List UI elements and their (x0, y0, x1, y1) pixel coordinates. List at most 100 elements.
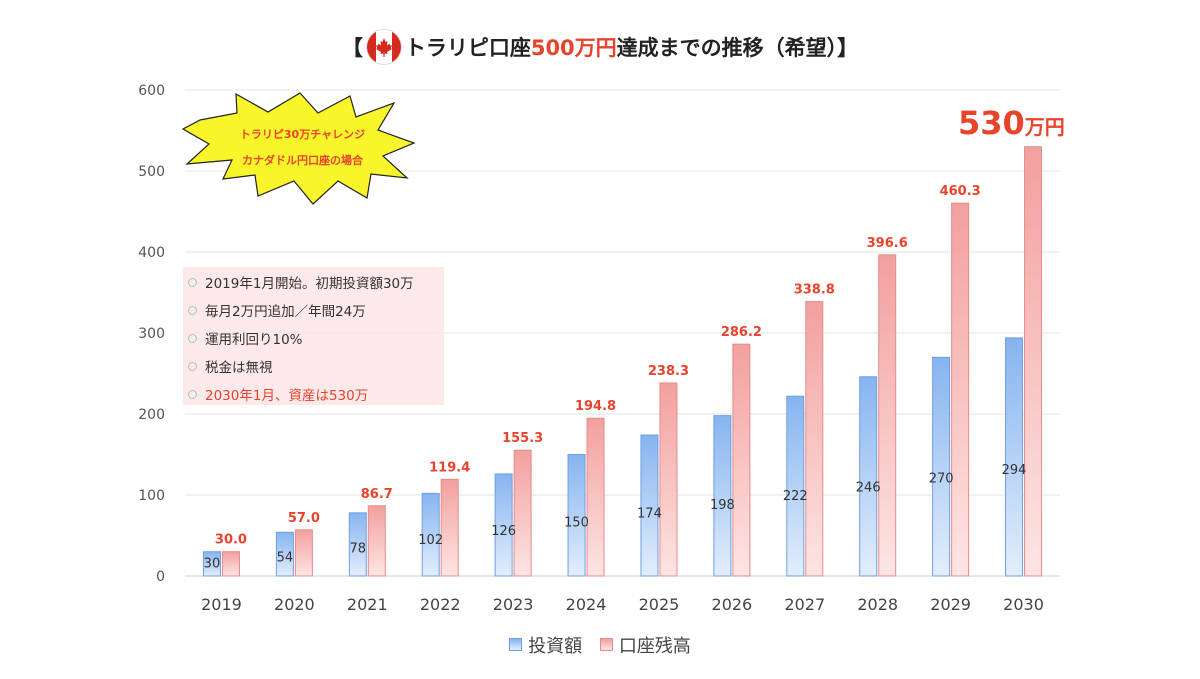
data-label-balance: 194.8 (575, 399, 616, 414)
legend-label-invest: 投資額 (528, 636, 583, 657)
data-label-balance: 30.0 (215, 533, 247, 548)
bar-balance (294, 529, 313, 577)
x-tick-label: 2020 (274, 595, 315, 614)
x-tick-label: 2024 (566, 595, 607, 614)
note-text: 税金は無視 (205, 360, 273, 376)
legend-label-balance: 口座残高 (618, 636, 691, 657)
chart-title: 【 トラリピ口座500万円達成までの推移（希望）】 (0, 30, 1200, 68)
x-tick-label: 2025 (639, 595, 680, 614)
data-label-balance: 57.0 (288, 511, 320, 526)
data-label-invest: 126 (491, 524, 516, 539)
bullet-icon (188, 362, 197, 371)
data-labels: 30 30.0 54 57.0 78 86.7 102 119.4 126 155.3 150 194… (204, 184, 1027, 572)
legend-item-invest: 投資額 (509, 636, 582, 657)
bar-balance (878, 254, 897, 577)
note-item: 毎月2万円追加／年間24万 (188, 300, 366, 320)
data-label-invest: 150 (564, 515, 589, 530)
x-tick-label: 2029 (930, 595, 971, 614)
data-label-balance: 460.3 (940, 184, 981, 199)
bar-balance (440, 478, 459, 577)
x-tick-label: 2027 (784, 595, 825, 614)
bar-invest (859, 376, 878, 577)
bullet-icon (188, 306, 197, 315)
bar-invest (202, 551, 221, 577)
final-callout-value: 530 (958, 104, 1025, 142)
data-label-balance: 238.3 (648, 364, 689, 379)
note-text: 運用利回り10% (205, 332, 303, 348)
bar-invest (786, 395, 805, 577)
x-tick-label: 2023 (493, 595, 534, 614)
chart-legend: 投資額 口座残高 (0, 632, 1200, 658)
y-tick-label: 500 (138, 164, 165, 180)
bars (202, 146, 1043, 577)
y-tick-label: 600 (138, 83, 165, 99)
note-text: 毎月2万円追加／年間24万 (205, 304, 366, 320)
data-label-balance: 119.4 (429, 460, 470, 475)
legend-item-balance: 口座残高 (599, 636, 691, 657)
title-highlight: 500万円 (530, 36, 617, 60)
data-label-invest: 30 (204, 557, 221, 572)
bar-balance (586, 417, 605, 577)
x-tick-label: 2028 (857, 595, 898, 614)
canada-flag-icon (366, 30, 401, 64)
bar-balance (367, 505, 386, 577)
x-tick-label: 2022 (420, 595, 461, 614)
y-axis-ticks: 0 100 200 300 400 500 600 (138, 83, 165, 585)
bar-invest (494, 473, 513, 577)
bar-balance (732, 343, 751, 577)
y-tick-label: 400 (138, 245, 165, 261)
title-bracket-open: 【 (341, 36, 363, 60)
x-tick-label: 2026 (712, 595, 753, 614)
bar-balance (1024, 146, 1043, 577)
title-bracket-close: 】 (837, 36, 859, 60)
bar-invest (421, 492, 440, 577)
y-tick-label: 300 (138, 326, 165, 342)
y-tick-label: 100 (138, 488, 165, 504)
note-item-highlight: 2030年1月、資産は530万 (188, 384, 368, 404)
notes-box (183, 267, 444, 405)
bullet-icon (188, 390, 197, 399)
bar-balance (221, 551, 240, 577)
data-label-balance: 396.6 (867, 236, 908, 251)
x-tick-label: 2021 (347, 595, 388, 614)
bar-invest (348, 512, 367, 577)
final-callout: 530万円 (958, 104, 1065, 142)
data-label-invest: 294 (1002, 463, 1027, 478)
note-item: 税金は無視 (188, 356, 273, 376)
burst-line-2: カナダドル円口座の場合 (242, 154, 363, 167)
data-label-balance: 338.8 (794, 283, 835, 298)
data-label-invest: 246 (856, 480, 881, 495)
final-callout-unit: 万円 (1024, 115, 1065, 139)
bullet-icon (188, 278, 197, 287)
note-item: 運用利回り10% (188, 328, 303, 348)
data-label-invest: 54 (277, 550, 294, 565)
x-axis-ticks: 2019 2020 2021 2022 2023 2024 2025 2026 2027 2028… (201, 595, 1044, 614)
bar-invest (567, 454, 586, 577)
data-label-invest: 198 (710, 498, 735, 513)
legend-swatch-balance (599, 638, 613, 651)
title-part-1: トラリピ口座 (404, 36, 531, 60)
data-label-invest: 222 (783, 489, 808, 504)
note-item: 2019年1月開始。初期投資額30万 (188, 272, 414, 292)
data-label-invest: 78 (350, 542, 367, 557)
data-label-invest: 174 (637, 507, 662, 522)
x-tick-label: 2019 (201, 595, 242, 614)
note-text: 2030年1月、資産は530万 (205, 388, 369, 404)
bar-balance (805, 301, 824, 577)
bar-invest (932, 356, 951, 577)
data-label-invest: 270 (929, 472, 954, 487)
note-text: 2019年1月開始。初期投資額30万 (205, 276, 414, 292)
data-label-balance: 86.7 (361, 487, 393, 502)
bar-balance (513, 449, 532, 577)
bar-invest (1005, 337, 1024, 577)
y-tick-label: 0 (156, 569, 165, 585)
bar-invest (713, 415, 732, 577)
data-label-balance: 155.3 (502, 431, 543, 446)
burst-shape (181, 92, 416, 205)
bullet-icon (188, 334, 197, 343)
data-label-balance: 286.2 (721, 325, 762, 340)
x-tick-label: 2030 (1003, 595, 1044, 614)
bar-invest (640, 434, 659, 577)
